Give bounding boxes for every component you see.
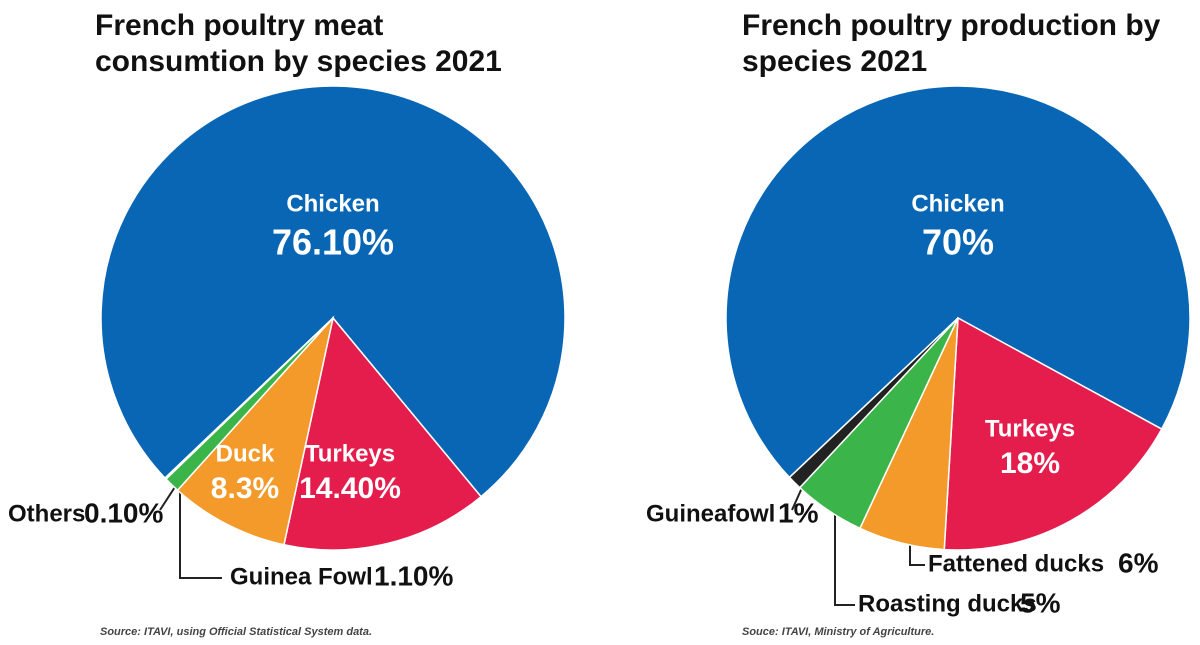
chart-title: French poultry production by species 202… xyxy=(742,9,1161,78)
slice-label: Fattened ducks xyxy=(928,550,1104,577)
value-label: 76.10% xyxy=(272,222,394,263)
chart-title: French poultry meat consumtion by specie… xyxy=(95,9,502,78)
slice-label: Duck xyxy=(216,440,275,467)
pie-slice xyxy=(163,317,334,481)
pie-slice xyxy=(176,315,335,546)
pie-slice xyxy=(725,85,1191,479)
source-note: Souce: ITAVI, Ministry of Agriculture. xyxy=(742,626,934,638)
slice-label: Chicken xyxy=(286,190,379,217)
value-label: 0.10% xyxy=(84,497,163,528)
value-label: 8.3% xyxy=(211,472,279,505)
pie-slice xyxy=(100,85,566,498)
value-label: 1% xyxy=(778,497,819,528)
value-label: 70% xyxy=(922,222,994,263)
value-label: 18% xyxy=(1000,447,1060,480)
value-label: 6% xyxy=(1118,547,1159,578)
slice-label: Chicken xyxy=(911,190,1004,217)
pie-slice xyxy=(788,317,959,489)
value-label: 1.10% xyxy=(374,560,453,591)
pie-slice xyxy=(283,316,483,551)
leader-line xyxy=(834,478,855,606)
value-label: 14.40% xyxy=(299,472,401,505)
slice-label: Guineafowl xyxy=(646,500,775,527)
slice-label: Others xyxy=(8,500,85,527)
leader-line xyxy=(179,478,222,579)
slice-label: Roasting ducks xyxy=(858,590,1037,617)
slice-label: Turkeys xyxy=(985,415,1075,442)
source-note: Source: ITAVI, using Official Statistica… xyxy=(100,626,372,638)
slice-label: Guinea Fowl xyxy=(230,563,373,590)
pie-slice xyxy=(943,316,1163,551)
value-label: 5% xyxy=(1020,587,1061,618)
slice-label: Turkeys xyxy=(305,440,395,467)
